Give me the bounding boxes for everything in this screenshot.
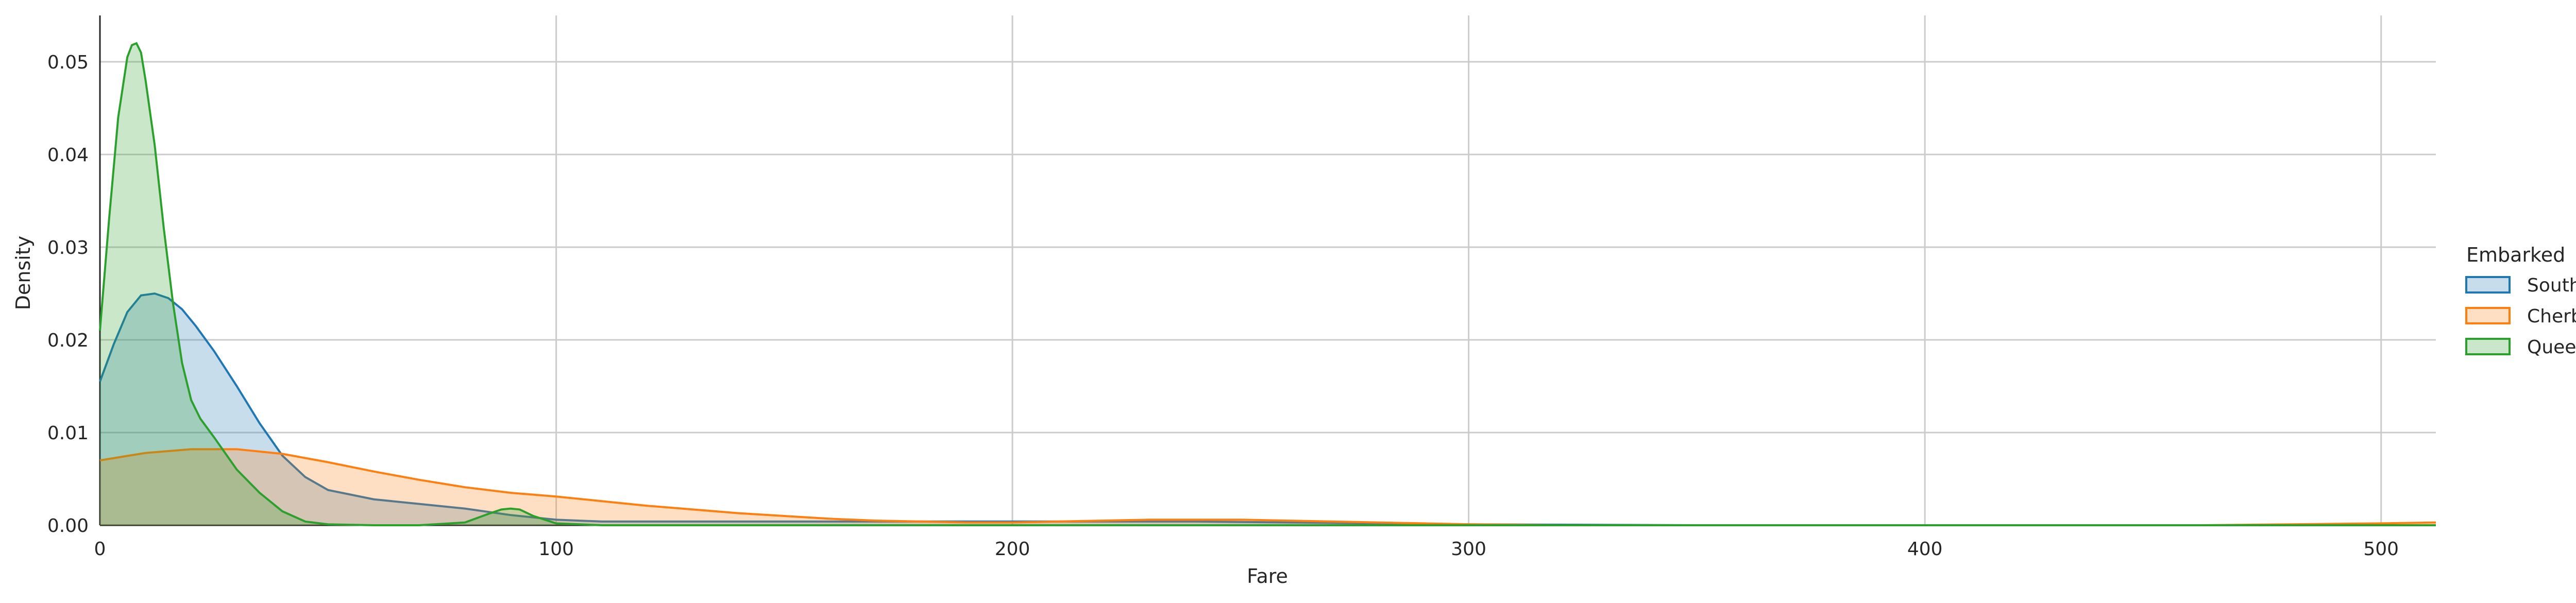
y-tick-label: 0.02 [47, 330, 89, 351]
x-axis-title: Fare [1247, 565, 1288, 588]
x-tick-label: 0 [94, 539, 106, 560]
legend: Embarked Southhampton Cherbourg Queenstown [2465, 244, 2576, 358]
y-tick-labels: 0.00 0.01 0.02 0.03 0.04 0.05 [47, 52, 89, 537]
x-tick-label: 200 [995, 539, 1030, 560]
density-areas [99, 42, 2436, 526]
area-queenstown [100, 43, 2436, 525]
y-tick-label: 0.03 [47, 237, 89, 259]
y-axis-title: Density [12, 236, 35, 310]
legend-label-queenstown: Queenstown [2527, 337, 2576, 358]
x-tick-label: 500 [2363, 539, 2399, 560]
legend-swatch-southhampton [2465, 276, 2511, 294]
gridlines [99, 15, 2436, 526]
y-tick-label: 0.01 [47, 423, 89, 444]
x-tick-labels: 0 100 200 300 400 500 [94, 539, 2399, 560]
legend-title: Embarked [2466, 244, 2565, 266]
legend-label-southhampton: Southhampton [2527, 275, 2576, 296]
y-tick-label: 0.05 [47, 52, 89, 73]
y-tick-label: 0.00 [47, 515, 89, 537]
x-tick-label: 100 [538, 539, 574, 560]
x-tick-label: 400 [1907, 539, 1943, 560]
legend-label-cherbourg: Cherbourg [2527, 306, 2576, 327]
area-cherbourg [100, 449, 2436, 525]
legend-swatch-queenstown [2465, 338, 2511, 355]
y-tick-label: 0.04 [47, 145, 89, 166]
x-tick-label: 300 [1451, 539, 1486, 560]
legend-swatch-cherbourg [2465, 307, 2511, 324]
line-queenstown [99, 42, 2436, 526]
area-southhampton [100, 294, 2436, 525]
